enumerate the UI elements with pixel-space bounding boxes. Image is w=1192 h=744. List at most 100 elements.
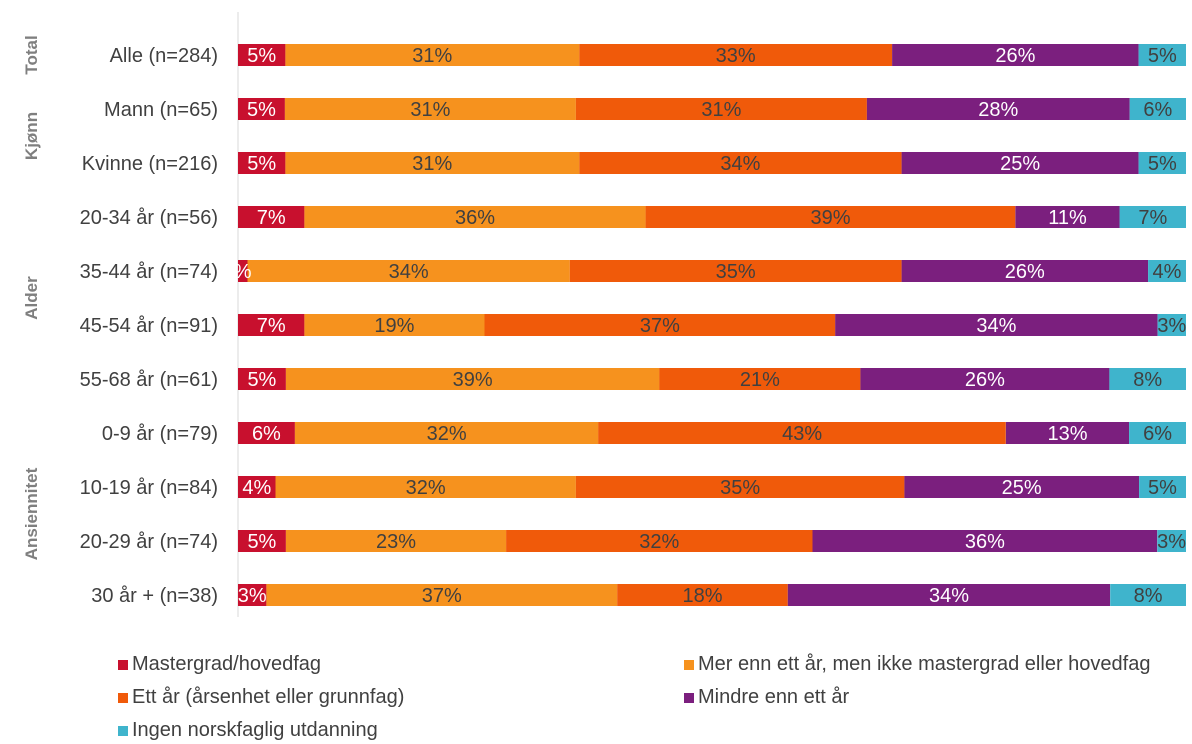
bar-segment bbox=[285, 152, 580, 174]
data-label: 5% bbox=[247, 45, 276, 67]
bar-segment bbox=[238, 584, 267, 606]
category-label: 0-9 år (n=79) bbox=[102, 423, 218, 445]
bar-segment bbox=[238, 152, 286, 174]
bar-segment bbox=[645, 206, 1016, 228]
data-label: 31% bbox=[410, 99, 450, 121]
data-label: 3% bbox=[238, 585, 267, 607]
bar-segment bbox=[659, 368, 861, 390]
data-label: 35% bbox=[720, 477, 760, 499]
group-label: Ansiennitet bbox=[22, 467, 41, 560]
category-label: Mann (n=65) bbox=[104, 99, 218, 121]
bar-segment bbox=[238, 476, 276, 498]
group-label: Alder bbox=[22, 276, 41, 320]
bar-segment bbox=[238, 44, 286, 66]
category-label: 10-19 år (n=84) bbox=[80, 477, 218, 499]
category-label: Alle (n=284) bbox=[110, 45, 218, 67]
data-label: 6% bbox=[1143, 99, 1172, 121]
data-label: 32% bbox=[427, 423, 467, 445]
bar-segment bbox=[285, 368, 660, 390]
data-label: 28% bbox=[978, 99, 1018, 121]
bar-segment bbox=[617, 584, 788, 606]
data-label: 25% bbox=[1002, 477, 1042, 499]
data-label: 3% bbox=[1157, 531, 1186, 553]
bar-segment bbox=[1138, 44, 1186, 66]
data-label: 13% bbox=[1047, 423, 1087, 445]
bar-segment bbox=[304, 206, 646, 228]
bar-segment bbox=[238, 530, 286, 552]
data-label: 31% bbox=[412, 45, 452, 67]
bar-segment bbox=[275, 476, 576, 498]
data-label: 39% bbox=[453, 369, 493, 391]
data-label: 39% bbox=[810, 207, 850, 229]
category-label: 35-44 år (n=74) bbox=[80, 261, 218, 283]
bar-segment bbox=[1119, 206, 1186, 228]
data-label: 6% bbox=[252, 423, 281, 445]
bar-segment bbox=[860, 368, 1110, 390]
data-label: 26% bbox=[995, 45, 1035, 67]
data-label: 4% bbox=[242, 477, 271, 499]
data-label: 26% bbox=[965, 369, 1005, 391]
bar-segment bbox=[835, 314, 1158, 336]
group-label: Kjønn bbox=[22, 112, 41, 160]
category-label: 30 år + (n=38) bbox=[91, 585, 218, 607]
bar-segment bbox=[304, 314, 485, 336]
category-label: Kvinne (n=216) bbox=[82, 153, 218, 175]
data-label: 7% bbox=[257, 207, 286, 229]
data-label: 32% bbox=[406, 477, 446, 499]
category-label: 20-34 år (n=56) bbox=[80, 207, 218, 229]
data-label: 7% bbox=[257, 315, 286, 337]
data-label: 37% bbox=[640, 315, 680, 337]
data-label: 5% bbox=[247, 369, 276, 391]
group-label: Total bbox=[22, 35, 41, 74]
bar-segment bbox=[1157, 530, 1186, 552]
bar-segment bbox=[238, 368, 286, 390]
bar-segment bbox=[1110, 584, 1186, 606]
bar-segment bbox=[238, 422, 295, 444]
data-label: % bbox=[234, 261, 252, 283]
bar-segment bbox=[247, 260, 570, 282]
data-label: 18% bbox=[682, 585, 722, 607]
bar-segment bbox=[1005, 422, 1130, 444]
data-label: 3% bbox=[1157, 315, 1186, 337]
data-label: 26% bbox=[1005, 261, 1045, 283]
bar-segment bbox=[575, 98, 867, 120]
data-label: 34% bbox=[720, 153, 760, 175]
bar-segment bbox=[866, 98, 1130, 120]
bar-segment bbox=[484, 314, 836, 336]
data-label: 7% bbox=[1138, 207, 1167, 229]
bar-segment bbox=[901, 260, 1149, 282]
bar-segment bbox=[506, 530, 813, 552]
bar-segment bbox=[812, 530, 1158, 552]
data-label: 36% bbox=[455, 207, 495, 229]
bar-segment bbox=[787, 584, 1111, 606]
data-label: 11% bbox=[1048, 207, 1087, 229]
data-label: 25% bbox=[1000, 153, 1040, 175]
data-label: 32% bbox=[639, 531, 679, 553]
data-label: 8% bbox=[1134, 585, 1163, 607]
data-label: 5% bbox=[247, 531, 276, 553]
data-label: 36% bbox=[965, 531, 1005, 553]
data-label: 35% bbox=[716, 261, 756, 283]
bar-segment bbox=[285, 44, 580, 66]
bar-segment bbox=[579, 44, 893, 66]
data-label: 31% bbox=[412, 153, 452, 175]
data-label: 31% bbox=[701, 99, 741, 121]
category-label: 55-68 år (n=61) bbox=[80, 369, 218, 391]
bar-segment bbox=[575, 476, 905, 498]
bar-segment bbox=[294, 422, 599, 444]
data-label: 5% bbox=[247, 153, 276, 175]
bar-segment bbox=[285, 530, 507, 552]
bar-segment bbox=[238, 206, 305, 228]
bar-segment bbox=[1139, 476, 1186, 498]
data-label: 5% bbox=[1148, 45, 1177, 67]
category-label: 20-29 år (n=74) bbox=[80, 531, 218, 553]
bar-segment bbox=[1138, 152, 1186, 174]
bar-segment bbox=[598, 422, 1006, 444]
bar-segment bbox=[266, 584, 618, 606]
bar-segment bbox=[904, 476, 1140, 498]
bar-segment bbox=[901, 152, 1139, 174]
category-label: 45-54 år (n=91) bbox=[80, 315, 218, 337]
bar-segment bbox=[1129, 422, 1186, 444]
data-label: 4% bbox=[1153, 261, 1182, 283]
